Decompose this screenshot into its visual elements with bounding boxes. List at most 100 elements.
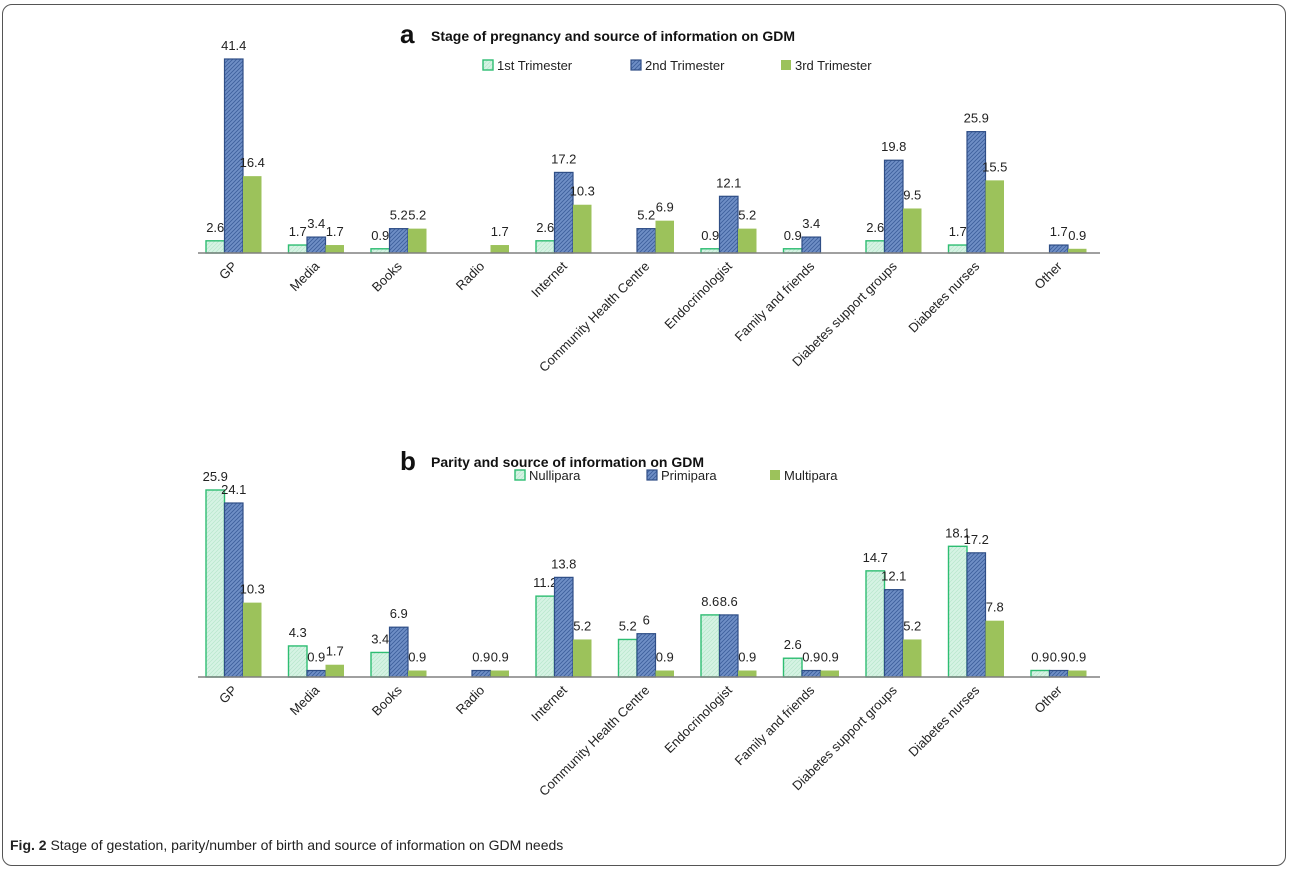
value-label-primipara-diabetes-support-groups: 12.1 bbox=[881, 569, 906, 584]
value-label-2nd-trimester-diabetes-support-groups: 19.8 bbox=[881, 139, 906, 154]
category-label-radio: Radio bbox=[453, 683, 488, 718]
value-label-multipara-gp: 10.3 bbox=[240, 582, 265, 597]
category-label-media: Media bbox=[287, 682, 323, 718]
category-label-other: Other bbox=[1031, 258, 1065, 292]
bar-multipara-family-and-friends bbox=[820, 670, 839, 677]
bar-multipara-radio bbox=[490, 670, 509, 677]
value-label-2nd-trimester-media: 3.4 bbox=[307, 216, 325, 231]
value-label-primipara-radio: 0.9 bbox=[472, 650, 490, 665]
category-label-books: Books bbox=[369, 258, 406, 295]
bar-multipara-books bbox=[408, 670, 427, 677]
bar-primipara-diabetes-nurses bbox=[966, 552, 987, 678]
value-label-3rd-trimester-media: 1.7 bbox=[326, 224, 344, 239]
value-label-1st-trimester-internet: 2.6 bbox=[536, 220, 554, 235]
value-label-3rd-trimester-community-health-centre: 6.9 bbox=[656, 200, 674, 215]
bar-2nd-trimester-diabetes-nurses bbox=[966, 131, 987, 254]
bar-nullipara-internet bbox=[535, 595, 556, 678]
bar-2nd-trimester-endocrinologist bbox=[718, 195, 739, 254]
value-label-2nd-trimester-family-and-friends: 3.4 bbox=[802, 216, 820, 231]
category-label-gp: GP bbox=[216, 259, 240, 283]
value-label-multipara-media: 1.7 bbox=[326, 644, 344, 659]
value-label-multipara-books: 0.9 bbox=[408, 650, 426, 665]
bar-primipara-internet bbox=[553, 576, 574, 678]
bar-multipara-internet bbox=[573, 639, 592, 677]
value-label-2nd-trimester-community-health-centre: 5.2 bbox=[637, 208, 655, 223]
category-label-gp: GP bbox=[216, 683, 240, 707]
value-label-nullipara-gp: 25.9 bbox=[203, 469, 228, 484]
category-label-internet: Internet bbox=[528, 682, 570, 724]
bar-primipara-community-health-centre bbox=[636, 633, 657, 678]
bar-1st-trimester-diabetes-nurses bbox=[947, 244, 968, 254]
legend-swatch-nullipara bbox=[514, 469, 526, 481]
legend-swatch-3rd-trimester bbox=[781, 60, 791, 70]
value-label-multipara-internet: 5.2 bbox=[573, 618, 591, 633]
value-label-multipara-family-and-friends: 0.9 bbox=[821, 650, 839, 665]
bar-3rd-trimester-community-health-centre bbox=[655, 220, 674, 253]
panel-b-chart: Nullipara Primipara Multipara 25.924.1 10.3 G… bbox=[198, 468, 1100, 799]
bar-primipara-media bbox=[306, 669, 327, 678]
panel-a-letter: a bbox=[400, 19, 415, 49]
value-label-primipara-community-health-centre: 6 bbox=[643, 613, 650, 628]
value-label-multipara-diabetes-support-groups: 5.2 bbox=[903, 618, 921, 633]
bar-1st-trimester-media bbox=[287, 244, 308, 254]
value-label-3rd-trimester-gp: 16.4 bbox=[240, 155, 265, 170]
bar-nullipara-gp bbox=[205, 489, 226, 678]
legend-label-multipara: Multipara bbox=[784, 468, 838, 483]
bar-2nd-trimester-media bbox=[306, 236, 327, 254]
bar-2nd-trimester-books bbox=[388, 228, 409, 254]
value-label-primipara-internet: 13.8 bbox=[551, 556, 576, 571]
value-label-2nd-trimester-diabetes-nurses: 25.9 bbox=[964, 111, 989, 126]
value-label-multipara-other: 0.9 bbox=[1068, 650, 1086, 665]
bar-1st-trimester-gp bbox=[205, 240, 226, 254]
bar-primipara-endocrinologist bbox=[718, 614, 739, 678]
value-label-nullipara-other: 0.9 bbox=[1031, 650, 1049, 665]
value-label-nullipara-internet: 11.2 bbox=[533, 575, 557, 590]
value-label-1st-trimester-family-and-friends: 0.9 bbox=[784, 228, 802, 243]
category-label-radio: Radio bbox=[453, 259, 488, 294]
bar-multipara-media bbox=[325, 664, 344, 677]
value-label-2nd-trimester-other: 1.7 bbox=[1050, 224, 1068, 239]
value-label-nullipara-books: 3.4 bbox=[371, 631, 389, 646]
bar-nullipara-books bbox=[370, 651, 391, 678]
bar-multipara-other bbox=[1068, 670, 1087, 677]
bar-3rd-trimester-internet bbox=[573, 204, 592, 253]
value-label-1st-trimester-diabetes-nurses: 1.7 bbox=[949, 224, 967, 239]
value-label-nullipara-community-health-centre: 5.2 bbox=[619, 618, 637, 633]
panel-b-title: Parity and source of information on GDM bbox=[431, 454, 704, 470]
bar-3rd-trimester-books bbox=[408, 228, 427, 253]
panel-a-chart: 1st Trimester 2nd Trimester 3rd Trimester 2… bbox=[198, 38, 1100, 375]
category-label-family-and-friends: Family and friends bbox=[732, 258, 818, 344]
value-label-2nd-trimester-endocrinologist: 12.1 bbox=[716, 175, 741, 190]
value-label-1st-trimester-media: 1.7 bbox=[289, 224, 307, 239]
value-label-primipara-endocrinologist: 8.6 bbox=[720, 594, 738, 609]
bar-nullipara-diabetes-support-groups bbox=[865, 570, 886, 678]
bar-primipara-family-and-friends bbox=[801, 669, 822, 678]
bar-3rd-trimester-other bbox=[1068, 248, 1087, 253]
bar-1st-trimester-diabetes-support-groups bbox=[865, 240, 886, 254]
bar-multipara-gp bbox=[243, 602, 262, 677]
bar-multipara-endocrinologist bbox=[738, 670, 757, 677]
bar-2nd-trimester-family-and-friends bbox=[801, 236, 822, 254]
legend-label-primipara: Primipara bbox=[661, 468, 717, 483]
legend-swatch-primipara bbox=[646, 469, 658, 481]
value-label-nullipara-family-and-friends: 2.6 bbox=[784, 637, 802, 652]
value-label-3rd-trimester-radio: 1.7 bbox=[491, 224, 509, 239]
value-label-nullipara-endocrinologist: 8.6 bbox=[701, 594, 719, 609]
value-label-3rd-trimester-diabetes-nurses: 15.5 bbox=[982, 159, 1007, 174]
bar-3rd-trimester-radio bbox=[490, 245, 509, 253]
value-label-multipara-endocrinologist: 0.9 bbox=[738, 650, 756, 665]
bar-primipara-books bbox=[388, 626, 409, 678]
bar-nullipara-diabetes-nurses bbox=[947, 545, 968, 678]
caption-label: Fig. 2 bbox=[10, 837, 47, 853]
value-label-3rd-trimester-diabetes-support-groups: 9.5 bbox=[903, 187, 921, 202]
value-label-primipara-gp: 24.1 bbox=[221, 482, 246, 497]
bar-nullipara-family-and-friends bbox=[782, 657, 803, 678]
category-label-endocrinologist: Endocrinologist bbox=[661, 258, 735, 332]
value-label-3rd-trimester-books: 5.2 bbox=[408, 208, 426, 223]
legend-swatch-1st-trimester bbox=[482, 59, 494, 71]
category-label-media: Media bbox=[287, 258, 323, 294]
category-label-endocrinologist: Endocrinologist bbox=[661, 682, 735, 756]
legend-swatch-multipara bbox=[770, 470, 780, 480]
legend-swatch-2nd-trimester bbox=[630, 59, 642, 71]
